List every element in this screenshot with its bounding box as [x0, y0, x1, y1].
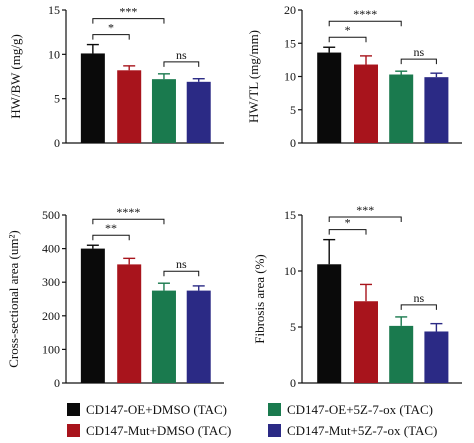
legend-label-oe-5z: CD147-OE+5Z-7-ox (TAC)	[287, 402, 433, 417]
legend-label-oe-dmso: CD147-OE+DMSO (TAC)	[86, 402, 227, 417]
significance-bracket	[92, 34, 130, 40]
y-tick-label: 0	[54, 376, 60, 390]
legend-item-mut-dmso: CD147-Mut+DMSO (TAC)	[67, 423, 231, 438]
significance-bracket	[328, 20, 402, 27]
panel-2: 0 5 10 15 20 HW/TL (mg/mm) ***** ns	[246, 3, 462, 150]
y-tick-label: 10	[284, 264, 296, 278]
bar	[317, 52, 342, 144]
significance-bracket	[328, 36, 367, 43]
significance-bracket	[163, 270, 200, 277]
bar	[389, 74, 414, 143]
y-tick-label: 15	[284, 36, 296, 50]
bar	[117, 70, 142, 143]
legend: CD147-OE+DMSO (TAC) CD147-OE+5Z-7-ox (TA…	[67, 402, 437, 438]
bar	[424, 331, 449, 383]
significance-label: *	[345, 216, 351, 230]
significance-bracket	[400, 58, 437, 65]
bar	[317, 264, 342, 383]
y-tick-label: 20	[284, 3, 296, 17]
bar	[186, 81, 211, 143]
legend-swatch-oe-dmso	[67, 403, 80, 416]
significance-bracket	[400, 304, 437, 310]
y-tick-label: 0	[290, 376, 296, 390]
y-axis-label: HW/TL (mg/mm)	[246, 30, 261, 123]
bar	[354, 301, 378, 383]
y-tick-label: 200	[42, 309, 60, 323]
y-axis-label: Cross-sectional area (um²)	[6, 230, 21, 367]
y-tick-label: 15	[284, 208, 296, 222]
y-tick-label: 5	[290, 320, 296, 334]
significance-label: **	[105, 221, 117, 235]
y-tick-label: 300	[42, 275, 60, 289]
y-tick-label: 0	[54, 136, 60, 150]
y-tick-label: 0	[290, 136, 296, 150]
y-axis-label: Fibrosis area (%)	[252, 254, 267, 344]
significance-bracket	[328, 229, 367, 235]
significance-bracket	[92, 18, 165, 24]
significance-label: *	[108, 21, 114, 35]
y-tick-label: 10	[48, 47, 60, 61]
significance-label: ****	[353, 7, 377, 21]
bar	[389, 325, 414, 383]
significance-label: *	[345, 23, 351, 37]
bar	[117, 264, 142, 383]
y-tick-label: 100	[42, 342, 60, 356]
legend-swatch-mut-5z	[268, 424, 281, 437]
y-tick-label: 5	[290, 103, 296, 117]
y-axis-label: HW/BW (mg/g)	[8, 34, 23, 119]
y-tick-label: 500	[42, 208, 60, 222]
bar	[186, 290, 211, 383]
y-tick-label: 400	[42, 242, 60, 256]
significance-bracket	[163, 61, 200, 67]
legend-swatch-mut-dmso	[67, 424, 80, 437]
significance-bracket	[92, 234, 130, 241]
legend-item-oe-5z: CD147-OE+5Z-7-ox (TAC)	[268, 402, 433, 417]
legend-item-oe-dmso: CD147-OE+DMSO (TAC)	[67, 402, 227, 417]
significance-label: ns	[413, 45, 424, 59]
significance-label: ns	[176, 48, 187, 62]
legend-label-mut-5z: CD147-Mut+5Z-7-ox (TAC)	[287, 423, 437, 438]
y-tick-label: 10	[284, 70, 296, 84]
significance-label: ****	[116, 205, 140, 219]
bar	[80, 53, 105, 143]
significance-bracket	[328, 216, 402, 222]
y-tick-label: 15	[48, 3, 60, 17]
legend-item-mut-5z: CD147-Mut+5Z-7-ox (TAC)	[268, 423, 437, 438]
significance-label: ***	[119, 5, 137, 19]
significance-label: ns	[413, 291, 424, 305]
bar	[354, 64, 378, 143]
legend-label-mut-dmso: CD147-Mut+DMSO (TAC)	[86, 423, 231, 438]
bar	[80, 248, 105, 383]
legend-swatch-oe-5z	[268, 403, 281, 416]
bar	[151, 290, 176, 383]
bar	[151, 79, 176, 143]
y-tick-label: 5	[54, 92, 60, 106]
panel-3: 0 100 200 300 400 500 Cross-sectional area (um…	[6, 205, 224, 390]
significance-bracket	[92, 218, 165, 225]
bar	[424, 77, 449, 143]
significance-label: ***	[356, 203, 374, 217]
significance-label: ns	[176, 257, 187, 271]
